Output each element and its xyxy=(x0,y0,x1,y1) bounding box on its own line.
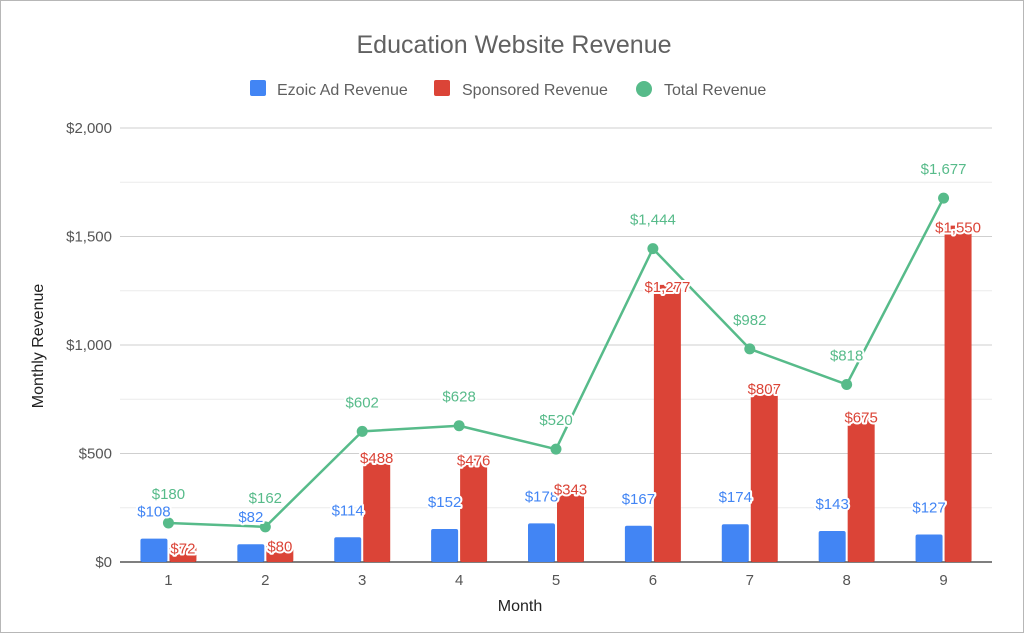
x-tick-label: 9 xyxy=(939,572,947,589)
x-tick-label: 5 xyxy=(552,572,560,589)
bar-ezoic xyxy=(624,525,652,562)
data-label-ezoic: $152 xyxy=(428,494,461,511)
total-revenue-point xyxy=(162,517,174,529)
bar-ezoic xyxy=(528,523,555,562)
bar-sponsored xyxy=(266,544,294,562)
total-revenue-polyline xyxy=(168,197,945,529)
y-tick-label: $2,000 xyxy=(66,120,112,137)
legend-swatch-ezoic xyxy=(250,80,266,96)
legend-label-total: Total Revenue xyxy=(664,82,766,99)
data-label-sponsored: $476 xyxy=(457,453,490,470)
total-revenue-point xyxy=(647,243,659,255)
data-label-sponsored: $675 xyxy=(844,410,877,427)
data-label-sponsored: $80 xyxy=(267,539,292,556)
data-label-sponsored: $1,550 xyxy=(935,220,981,237)
legend-swatch-total xyxy=(636,81,652,97)
bar-ezoic xyxy=(915,534,943,562)
data-label-total: $162 xyxy=(249,490,282,507)
data-label-total: $1,444 xyxy=(630,212,676,229)
x-tick-label: 8 xyxy=(842,572,850,589)
chart-title: Education Website Revenue xyxy=(356,31,671,59)
data-label-ezoic: $127 xyxy=(912,499,945,516)
total-revenue-point xyxy=(453,420,465,432)
data-label-sponsored: $488 xyxy=(360,450,393,467)
bar-sponsored xyxy=(169,546,197,562)
y-axis-tick-labels: $0 $500 $1,000 $1,500 $2,000 xyxy=(66,120,112,571)
data-label-total: $1,677 xyxy=(921,161,967,178)
data-label-ezoic: $114 xyxy=(332,502,364,519)
bar-sponsored xyxy=(460,458,488,562)
bar-ezoic xyxy=(818,530,846,562)
y-tick-label: $0 xyxy=(95,554,112,571)
total-revenue-point xyxy=(744,343,756,355)
data-label-total: $602 xyxy=(346,394,379,411)
x-tick-label: 3 xyxy=(358,572,366,589)
bar-sponsored xyxy=(363,456,391,562)
bar-ezoic xyxy=(237,544,265,562)
bar-sponsored xyxy=(750,386,778,562)
bar-ezoic xyxy=(334,537,362,562)
data-label-ezoic: $174 xyxy=(719,489,752,506)
data-label-total: $520 xyxy=(539,412,572,429)
data-label-sponsored: $72 xyxy=(170,540,195,557)
total-revenue-line xyxy=(162,192,950,533)
total-revenue-point xyxy=(841,378,853,390)
y-axis-title: Monthly Revenue xyxy=(30,284,47,409)
data-label-ezoic: $108 xyxy=(137,504,170,521)
bar-sponsored xyxy=(653,284,681,562)
data-label-total: $982 xyxy=(733,312,766,329)
data-label-total: $628 xyxy=(442,389,475,406)
total-revenue-point xyxy=(356,425,368,437)
total-revenue-point xyxy=(259,521,271,533)
y-tick-label: $500 xyxy=(79,446,112,463)
bar-sponsored xyxy=(557,487,584,562)
x-tick-label: 1 xyxy=(164,572,172,589)
data-label-ezoic: $143 xyxy=(815,496,848,513)
data-label-sponsored: $1,277 xyxy=(644,279,690,296)
bar-ezoic xyxy=(140,538,168,562)
x-axis-tick-labels: 1 2 3 4 5 6 7 8 9 xyxy=(164,572,947,589)
total-revenue-point xyxy=(550,443,562,455)
total-revenue-point xyxy=(938,192,950,204)
x-tick-label: 7 xyxy=(746,572,754,589)
bars xyxy=(140,225,972,562)
x-tick-label: 2 xyxy=(261,572,269,589)
bar-sponsored xyxy=(847,415,875,562)
data-label-ezoic: $82 xyxy=(238,509,263,526)
data-label-ezoic: $178 xyxy=(525,488,558,505)
data-label-ezoic: $167 xyxy=(622,491,655,508)
legend-label-sponsored: Sponsored Revenue xyxy=(462,82,608,99)
legend-swatch-sponsored xyxy=(434,80,450,96)
data-label-sponsored: $343 xyxy=(554,482,587,499)
legend-label-ezoic: Ezoic Ad Revenue xyxy=(277,82,408,99)
x-tick-label: 6 xyxy=(649,572,657,589)
data-label-total: $180 xyxy=(152,486,185,503)
data-labels: $108 $72 $82$80 $114 $488 $152 $476 $178$343 $16… xyxy=(135,159,983,559)
bar-ezoic xyxy=(721,524,749,562)
data-label-sponsored: $807 xyxy=(748,381,781,398)
data-label-total: $818 xyxy=(830,347,863,364)
y-tick-label: $1,000 xyxy=(66,337,112,354)
x-tick-label: 4 xyxy=(455,572,463,589)
bar-ezoic xyxy=(431,529,459,562)
legend: Ezoic Ad Revenue Sponsored Revenue Total… xyxy=(250,80,766,99)
x-axis-title: Month xyxy=(498,598,542,615)
y-tick-label: $1,500 xyxy=(66,229,112,246)
bar-sponsored xyxy=(944,225,972,562)
